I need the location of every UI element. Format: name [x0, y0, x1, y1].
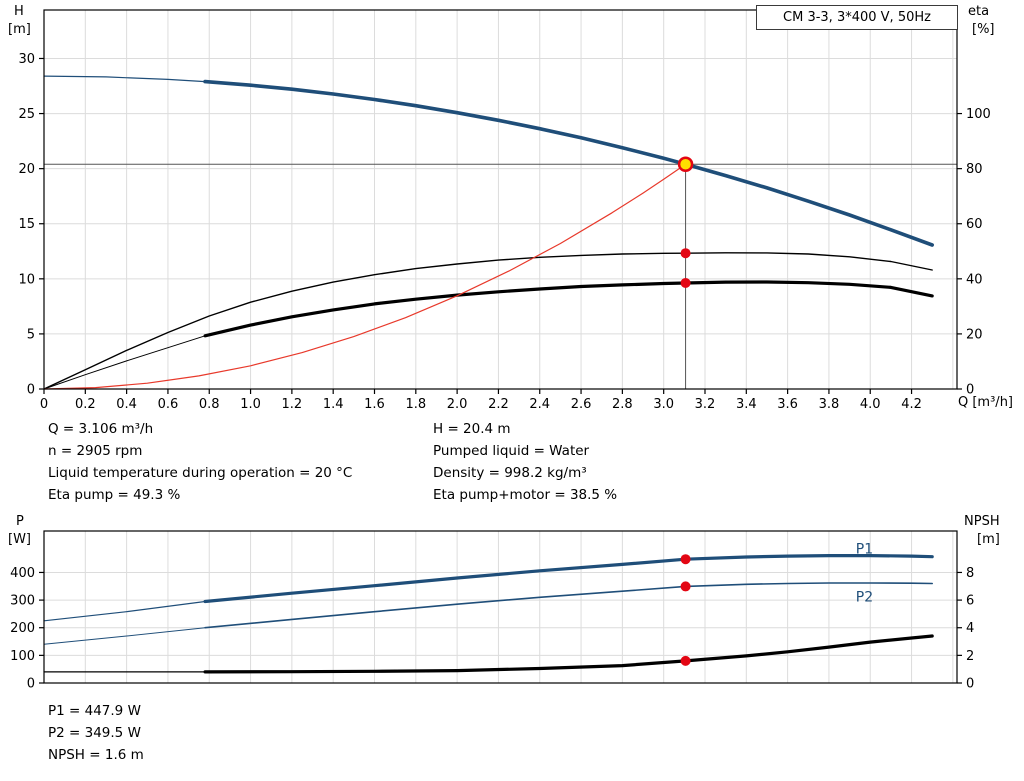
- svg-text:200: 200: [10, 621, 35, 636]
- svg-text:3.2: 3.2: [695, 397, 716, 412]
- svg-text:3.6: 3.6: [777, 397, 798, 412]
- svg-text:2.0: 2.0: [447, 397, 468, 412]
- qh-eta-chart: 0 5 10 15 20 25 30 0 20 40 60 80 100 0 0.2 0.4 0.6 0.8 1.0…: [18, 9, 991, 412]
- operating-point-info-right: H = 20.4 m Pumped liquid = Water Density…: [433, 418, 617, 506]
- eta-axis-unit-label: [%]: [972, 22, 995, 37]
- pump-model-title: CM 3-3, 3*400 V, 50Hz: [756, 5, 958, 30]
- svg-text:25: 25: [18, 107, 35, 122]
- svg-text:2.8: 2.8: [612, 397, 633, 412]
- svg-text:10: 10: [18, 272, 35, 287]
- svg-text:1.0: 1.0: [240, 397, 261, 412]
- svg-text:8: 8: [966, 566, 974, 581]
- info-line-liquid: Pumped liquid = Water: [433, 443, 590, 459]
- svg-text:0.4: 0.4: [116, 397, 137, 412]
- power-npsh-chart: 0 100 200 300 400 0 2 4 6 8 P1 P2: [10, 530, 974, 692]
- svg-text:80: 80: [966, 162, 983, 177]
- info-line-eta-pump: Eta pump = 49.3 %: [48, 487, 181, 503]
- info-line-q: Q = 3.106 m³/h: [48, 421, 154, 437]
- svg-text:2.6: 2.6: [571, 397, 592, 412]
- info-line-h: H = 20.4 m: [433, 421, 511, 437]
- svg-text:5: 5: [27, 327, 35, 342]
- operating-point-info-left: Q = 3.106 m³/h n = 2905 rpm Liquid tempe…: [48, 418, 352, 506]
- info-line-p2: P2 = 349.5 W: [48, 725, 141, 741]
- npsh-axis-label: NPSH: [964, 514, 1000, 529]
- info-line-npsh: NPSH = 1.6 m: [48, 747, 144, 763]
- svg-text:0.2: 0.2: [75, 397, 96, 412]
- svg-text:0: 0: [966, 677, 974, 692]
- svg-text:3.4: 3.4: [736, 397, 757, 412]
- svg-text:4.2: 4.2: [901, 397, 922, 412]
- svg-text:P1: P1: [856, 542, 873, 558]
- info-line-n: n = 2905 rpm: [48, 443, 143, 459]
- svg-text:0.6: 0.6: [158, 397, 179, 412]
- info-line-p1: P1 = 447.9 W: [48, 703, 141, 719]
- svg-text:300: 300: [10, 594, 35, 609]
- q-axis-label: Q [m³/h]: [958, 395, 1014, 410]
- p-axis-unit-label: [W]: [8, 532, 31, 547]
- svg-text:1.6: 1.6: [364, 397, 385, 412]
- svg-text:0: 0: [27, 383, 35, 398]
- svg-text:15: 15: [18, 217, 35, 232]
- svg-text:30: 30: [18, 52, 35, 67]
- svg-text:P2: P2: [856, 589, 873, 605]
- svg-text:0: 0: [27, 677, 35, 692]
- svg-text:1.4: 1.4: [323, 397, 344, 412]
- h-axis-label: H: [14, 4, 24, 19]
- svg-text:100: 100: [10, 649, 35, 664]
- p-axis-label: P: [16, 514, 24, 529]
- h-axis-unit-label: [m]: [8, 22, 31, 37]
- svg-text:40: 40: [966, 272, 983, 287]
- info-line-temp: Liquid temperature during operation = 20…: [48, 465, 353, 481]
- svg-text:3.0: 3.0: [653, 397, 674, 412]
- svg-text:400: 400: [10, 566, 35, 581]
- svg-text:2.2: 2.2: [488, 397, 509, 412]
- power-info-block: P1 = 447.9 W P2 = 349.5 W NPSH = 1.6 m: [48, 700, 144, 766]
- svg-text:3.8: 3.8: [819, 397, 840, 412]
- svg-text:6: 6: [966, 594, 974, 609]
- svg-text:60: 60: [966, 217, 983, 232]
- svg-text:20: 20: [18, 162, 35, 177]
- info-line-density: Density = 998.2 kg/m³: [433, 465, 587, 481]
- svg-text:1.8: 1.8: [405, 397, 426, 412]
- svg-text:2.4: 2.4: [529, 397, 550, 412]
- svg-text:4.0: 4.0: [860, 397, 881, 412]
- eta-axis-label: eta: [968, 4, 990, 19]
- svg-text:2: 2: [966, 649, 974, 664]
- svg-text:100: 100: [966, 107, 991, 122]
- svg-text:0: 0: [40, 397, 48, 412]
- svg-text:1.2: 1.2: [282, 397, 303, 412]
- npsh-axis-unit-label: [m]: [977, 532, 1000, 547]
- svg-text:4: 4: [966, 621, 974, 636]
- info-line-eta-pump-motor: Eta pump+motor = 38.5 %: [433, 487, 618, 503]
- svg-text:20: 20: [966, 327, 983, 342]
- svg-text:0: 0: [966, 383, 974, 398]
- svg-text:0.8: 0.8: [199, 397, 220, 412]
